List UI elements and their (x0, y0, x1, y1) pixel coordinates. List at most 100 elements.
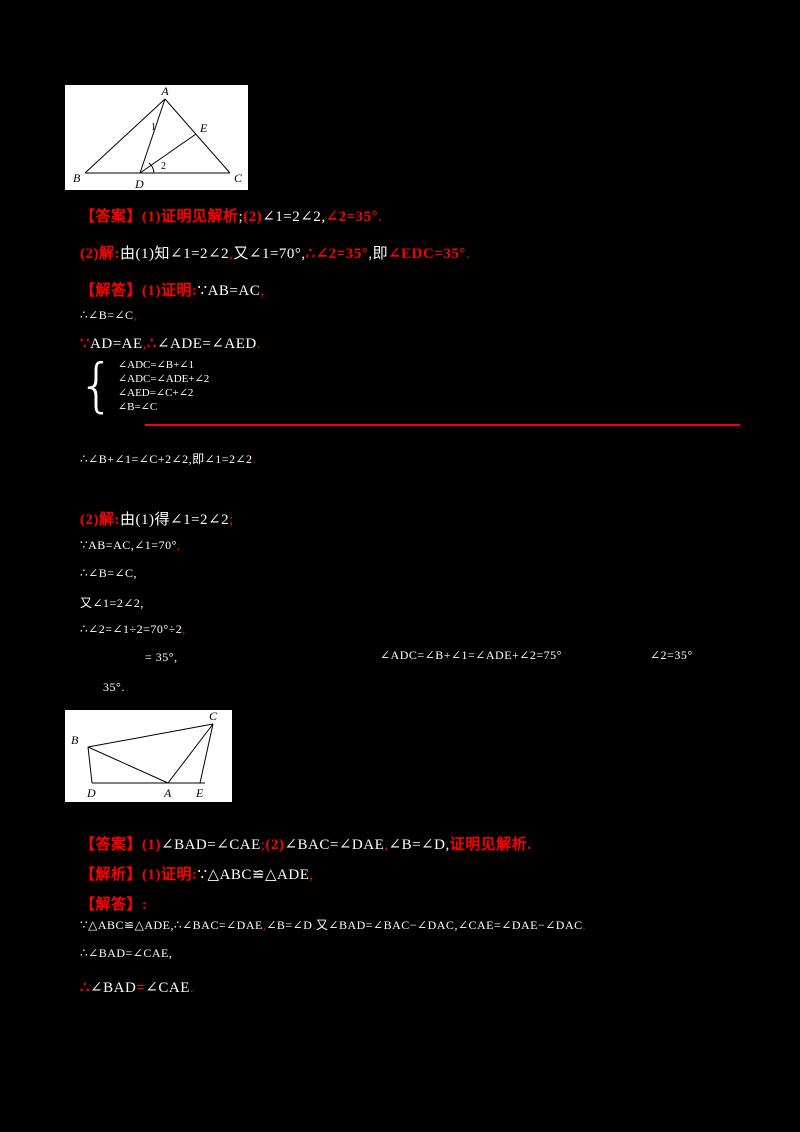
text-segment: ∠B=∠D (388, 837, 446, 853)
text-segment: , (260, 283, 265, 299)
text-line: ∴∠B+∠1=∠C+2∠2,即∠1=2∠2. (80, 450, 256, 467)
text-segment: ∵△ABC≌△ADE (197, 867, 310, 883)
segment-AC (164, 98, 231, 174)
text-line: 【解答】: (80, 893, 148, 914)
text-segment: ∴∠BAC=∠DAE (173, 918, 263, 932)
segment-AB (84, 98, 166, 174)
segment-CE2 (199, 723, 214, 784)
text-segment: ∴ (80, 980, 91, 996)
text-segment: ∠2=35° (650, 648, 693, 662)
vertex-label-B2: B (71, 733, 79, 747)
text-segment: (1) (142, 283, 162, 299)
text-segment: , (170, 918, 174, 932)
text-segment: , (454, 918, 458, 932)
text-line: (2)解:由(1)知∠1=2∠2,又∠1=70°,∴∠2=35°,即∠EDC=3… (80, 242, 470, 263)
red-divider-line (145, 424, 740, 426)
equation-system: { ∠ADC=∠B+∠1 ∠ADC=∠ADE+∠2 ∠AED=∠C+∠2 ∠B=∠C (78, 356, 209, 414)
text-segment: ∠1=70° (248, 246, 302, 262)
equation-row: ∠AED=∠C+∠2 (117, 386, 194, 399)
segment-DE (139, 133, 197, 174)
text-segment: ∠BAC=∠DAE (284, 837, 385, 853)
text-segment: ∠EDC=35° (388, 246, 466, 262)
text-segment: ∠1=2∠2 (170, 246, 230, 262)
text-line: ∴∠2=∠1÷2=70°÷2, (80, 622, 186, 637)
text-segment: 解: (99, 512, 120, 528)
text-segment: 又∠BAD=∠BAC−∠DAC (315, 918, 455, 932)
equation-row: ∠B=∠C (117, 400, 158, 413)
text-segment: AD=AE (90, 336, 143, 352)
text-segment: ∠2=35° (315, 246, 369, 262)
text-segment: , (321, 209, 326, 225)
vertex-label-A2: A (163, 786, 172, 800)
text-line: ∵AB=AC,∠1=70°, (80, 538, 180, 553)
text-segment: 证明见解析 (161, 209, 239, 225)
text-line: = 35°, (145, 650, 178, 665)
text-segment: 【答案】 (80, 837, 143, 853)
vertex-label-E: E (199, 121, 208, 135)
segment-BC2 (87, 723, 214, 748)
text-segment: : (142, 897, 148, 913)
text-segment: . (256, 336, 261, 352)
text-line: 又∠1=2∠2, (80, 594, 144, 611)
text-segment: . (312, 918, 316, 932)
text-segment: ∴∠B=∠C (80, 308, 134, 322)
text-segment: 证明: (161, 867, 198, 883)
segment-AD (139, 98, 166, 174)
text-segment: ∠1=2∠2 (170, 512, 230, 528)
text-segment: ; (238, 209, 244, 225)
text-segment: (1) (142, 209, 162, 225)
text-segment: ∴ (146, 336, 157, 352)
text-segment: = (145, 650, 153, 664)
text-segment: ∵△ABC≌△ADE (80, 918, 171, 932)
equation-rows: ∠ADC=∠B+∠1 ∠ADC=∠ADE+∠2 ∠AED=∠C+∠2 ∠B=∠C (118, 358, 209, 413)
vertex-label-E2: E (195, 786, 204, 800)
text-segment: ∠CAE (145, 980, 190, 996)
text-segment: ∠1=70° (134, 538, 177, 552)
text-segment: , (368, 246, 373, 262)
text-line: ∵AD=AE,∴∠ADE=∠AED. (80, 334, 261, 353)
text-segment: , (176, 538, 181, 552)
text-line: (2)解:由(1)得∠1=2∠2; (80, 508, 234, 529)
text-line: 【答案】(1)∠BAD=∠CAE;(2)∠BAC=∠DAE,∠B=∠D,证明见解… (80, 833, 531, 854)
text-segment: ; (260, 837, 266, 853)
text-segment: ∠BAD=∠CAE (161, 837, 261, 853)
text-segment: (2) (80, 246, 99, 262)
diagram-triangle-top: A B C D E 1 2 (65, 84, 248, 191)
text-line: 【解答】(1)证明:∵AB=AC, (80, 279, 264, 300)
angle-label-2: 2 (161, 161, 166, 172)
text-segment: . (121, 680, 125, 694)
equation-row: ∠ADC=∠ADE+∠2 (117, 372, 210, 385)
text-segment: ∵ (197, 283, 208, 299)
vertex-label-C: C (234, 171, 243, 185)
text-segment: . (252, 452, 257, 466)
text-segment: 【解析】 (80, 867, 143, 883)
vertex-label-D: D (134, 177, 144, 190)
vertex-label-A: A (160, 85, 169, 98)
text-segment: 【答案】 (80, 209, 143, 225)
text-segment: ∴ (305, 246, 316, 262)
segment-CA2 (167, 723, 214, 784)
text-line: ∠ADC=∠B+∠1=∠ADE+∠2=75° (380, 648, 562, 663)
text-line: ∴∠BAD=∠CAE. (80, 978, 194, 997)
text-segment: , (445, 837, 450, 853)
text-segment: ∠ADE=∠AED (156, 336, 257, 352)
text-segment: 35° (152, 650, 175, 664)
text-segment: 解: (99, 246, 120, 262)
vertex-label-B: B (73, 171, 81, 185)
segment-BD2 (87, 746, 93, 784)
text-line: ∴∠BAD=∠CAE, (80, 946, 172, 961)
vertex-label-C2: C (209, 710, 218, 723)
text-line: 35°. (103, 680, 125, 695)
text-segment: 由(1)得 (120, 512, 170, 528)
text-segment: , (133, 566, 138, 580)
angle-arc (148, 162, 155, 174)
text-segment: ∴∠BAD=∠CAE (80, 946, 169, 960)
text-segment: ∴∠B=∠C (80, 566, 134, 580)
text-segment: , (168, 946, 173, 960)
left-brace: { (78, 351, 115, 419)
text-line: ∴∠B=∠C, (80, 308, 137, 323)
angle-label-1: 1 (151, 122, 156, 133)
triangle-figure-top: A B C D E 1 2 (73, 84, 243, 191)
